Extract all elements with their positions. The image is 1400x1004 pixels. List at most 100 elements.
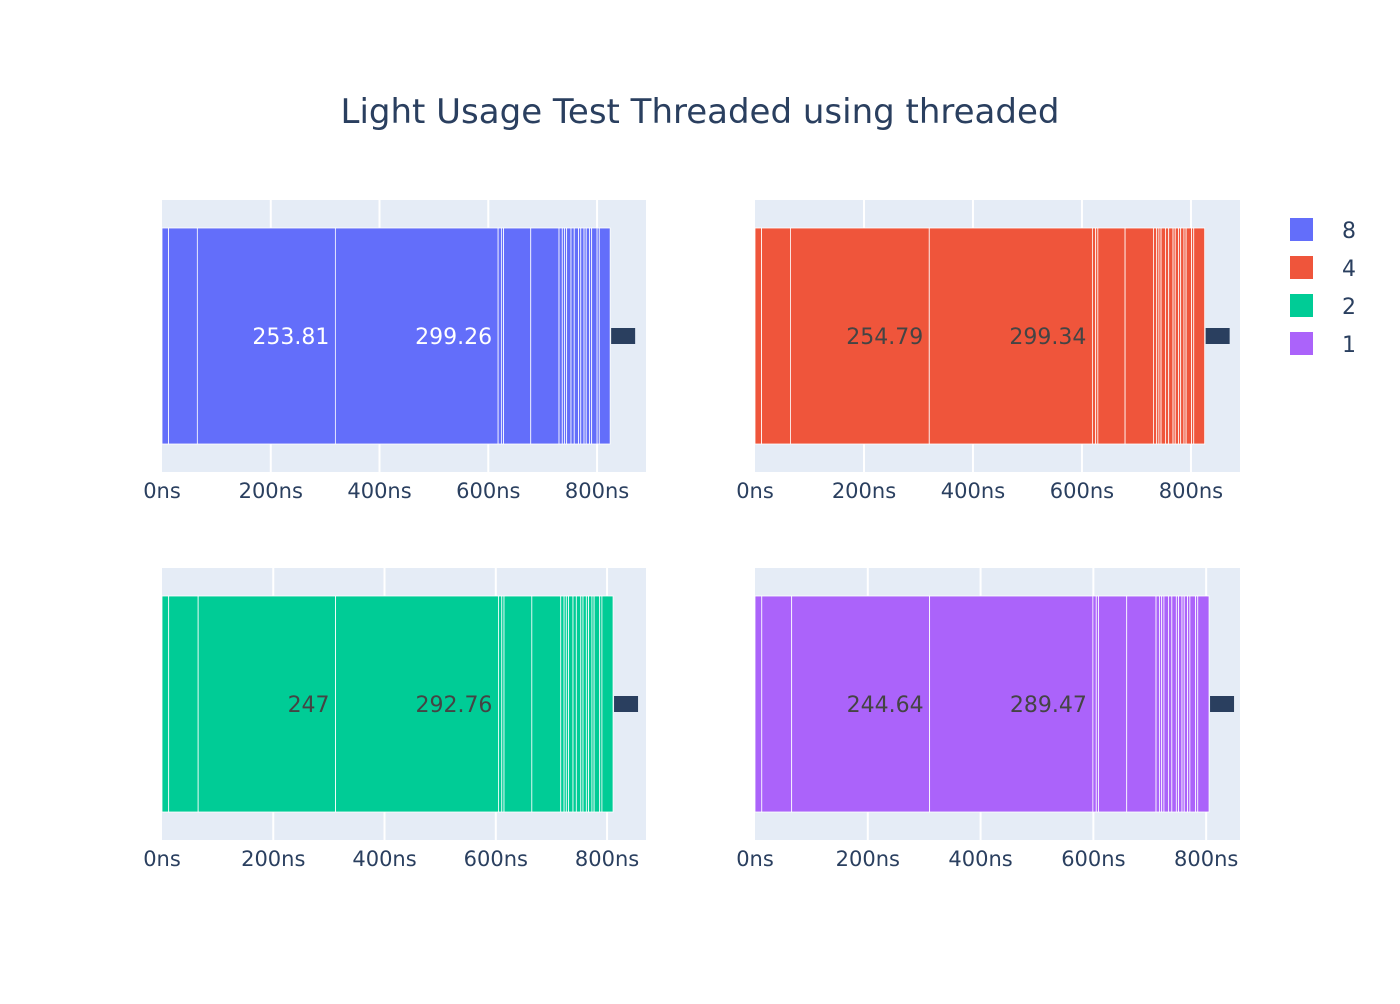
bar-segment[interactable] <box>791 595 931 813</box>
bar-segment[interactable] <box>560 595 565 813</box>
bar-segment[interactable] <box>1153 227 1158 445</box>
bar-segment[interactable] <box>1091 227 1097 445</box>
bar-segment[interactable] <box>570 227 575 445</box>
legend-swatch <box>1290 332 1313 355</box>
bar-segment[interactable] <box>196 227 336 445</box>
bar-segment[interactable] <box>1183 595 1189 813</box>
bar-segment[interactable] <box>1178 595 1183 813</box>
bar-segment[interactable] <box>580 227 585 445</box>
bar-segment[interactable] <box>1171 595 1177 813</box>
bar-segment[interactable] <box>1124 227 1154 445</box>
bar-segment[interactable] <box>1197 595 1210 813</box>
bar-segment[interactable] <box>1168 227 1174 445</box>
overlapping-small-labels <box>1205 328 1230 344</box>
x-tick-label: 200ns <box>832 479 896 503</box>
bar-segment[interactable] <box>168 595 199 813</box>
bar-segment[interactable] <box>572 595 577 813</box>
x-tick-label: 0ns <box>736 479 774 503</box>
bar-segment[interactable] <box>1097 227 1126 445</box>
bar-segment[interactable] <box>1092 595 1097 813</box>
data-label: 253.81 <box>252 325 329 350</box>
x-tick-label: 600ns <box>1061 847 1125 871</box>
bar-segment[interactable] <box>1163 595 1169 813</box>
bar-segment[interactable] <box>498 595 503 813</box>
bar-segment[interactable] <box>601 595 614 813</box>
x-tick-label: 400ns <box>352 847 416 871</box>
legend-label: 1 <box>1342 333 1356 358</box>
bar-segment[interactable] <box>334 227 499 445</box>
bar-segment[interactable] <box>588 595 593 813</box>
bar-segment[interactable] <box>568 595 574 813</box>
bar-segment[interactable] <box>530 227 560 445</box>
bar-segment[interactable] <box>531 595 562 813</box>
legend-item-1[interactable]: 1 <box>1290 332 1356 358</box>
bar-segment[interactable] <box>1185 227 1192 445</box>
bar-segment[interactable] <box>503 595 533 813</box>
bar-segment[interactable] <box>161 227 169 445</box>
legend-label: 2 <box>1342 295 1356 320</box>
x-tick-label: 800ns <box>565 479 629 503</box>
bar-segment[interactable] <box>497 227 502 445</box>
x-tick-label: 600ns <box>1050 479 1114 503</box>
bar-segment[interactable] <box>1155 595 1160 813</box>
bar-segment[interactable] <box>593 595 601 813</box>
x-tick-label: 800ns <box>1174 847 1238 871</box>
data-label: 299.26 <box>415 325 492 350</box>
bar-segment[interactable] <box>582 595 587 813</box>
bar-segment[interactable] <box>928 227 1093 445</box>
bar-segment[interactable] <box>1160 227 1166 445</box>
bar-segments <box>161 595 614 813</box>
bar-segment[interactable] <box>161 595 170 813</box>
x-tick-label: 200ns <box>241 847 305 871</box>
bar-segment[interactable] <box>1165 227 1170 445</box>
legend-item-4[interactable]: 4 <box>1290 256 1356 282</box>
bar-segment[interactable] <box>558 227 563 445</box>
bar-segment[interactable] <box>585 227 590 445</box>
data-label: 247 <box>288 693 330 718</box>
bar-segment[interactable] <box>761 227 791 445</box>
chart-title: Light Usage Test Threaded using threaded <box>341 92 1060 132</box>
legend-swatch <box>1290 218 1313 241</box>
bar-segments <box>161 227 611 445</box>
x-tick-label: 800ns <box>575 847 639 871</box>
bar-segment[interactable] <box>575 595 582 813</box>
bar-segment[interactable] <box>591 227 598 445</box>
bar-segment[interactable] <box>573 227 580 445</box>
bar-segment[interactable] <box>503 227 532 445</box>
bar-segment[interactable] <box>168 227 198 445</box>
overlapping-small-labels <box>611 328 636 344</box>
bar-segments <box>754 227 1206 445</box>
bar-segment[interactable] <box>1126 595 1157 813</box>
bar-segment[interactable] <box>1174 227 1179 445</box>
bar-segment[interactable] <box>1193 227 1206 445</box>
bar-segments <box>754 595 1210 813</box>
legend[interactable]: 8 4 2 1 <box>1290 218 1356 358</box>
legend-item-2[interactable]: 2 <box>1290 294 1356 320</box>
x-tick-label: 400ns <box>948 847 1012 871</box>
data-label: 254.79 <box>846 325 923 350</box>
x-tick-label: 0ns <box>143 479 181 503</box>
x-tick-label: 0ns <box>143 847 181 871</box>
legend-label: 4 <box>1342 257 1356 282</box>
x-tick-label: 400ns <box>347 479 411 503</box>
legend-swatch <box>1290 294 1313 317</box>
subplot-2: 247 292.76 0ns 200ns 400ns 600ns 800ns <box>143 568 646 871</box>
bar-segment[interactable] <box>929 595 1094 813</box>
bar-segment[interactable] <box>598 227 611 445</box>
subplot-8: 253.81 299.26 0ns 200ns 400ns 600ns 800ns <box>143 200 646 503</box>
bar-segment[interactable] <box>566 227 572 445</box>
bar-segment[interactable] <box>197 595 336 813</box>
bar-segment[interactable] <box>754 227 762 445</box>
x-tick-label: 600ns <box>456 479 520 503</box>
legend-item-8[interactable]: 8 <box>1290 218 1356 244</box>
bar-segment[interactable] <box>761 595 793 813</box>
bar-segment[interactable] <box>754 595 763 813</box>
bar-segment[interactable] <box>1098 595 1128 813</box>
bar-segment[interactable] <box>1180 227 1185 445</box>
x-tick-label: 600ns <box>464 847 528 871</box>
bar-segment[interactable] <box>335 595 499 813</box>
bar-segment[interactable] <box>1168 595 1173 813</box>
bar-segment[interactable] <box>1189 595 1196 813</box>
